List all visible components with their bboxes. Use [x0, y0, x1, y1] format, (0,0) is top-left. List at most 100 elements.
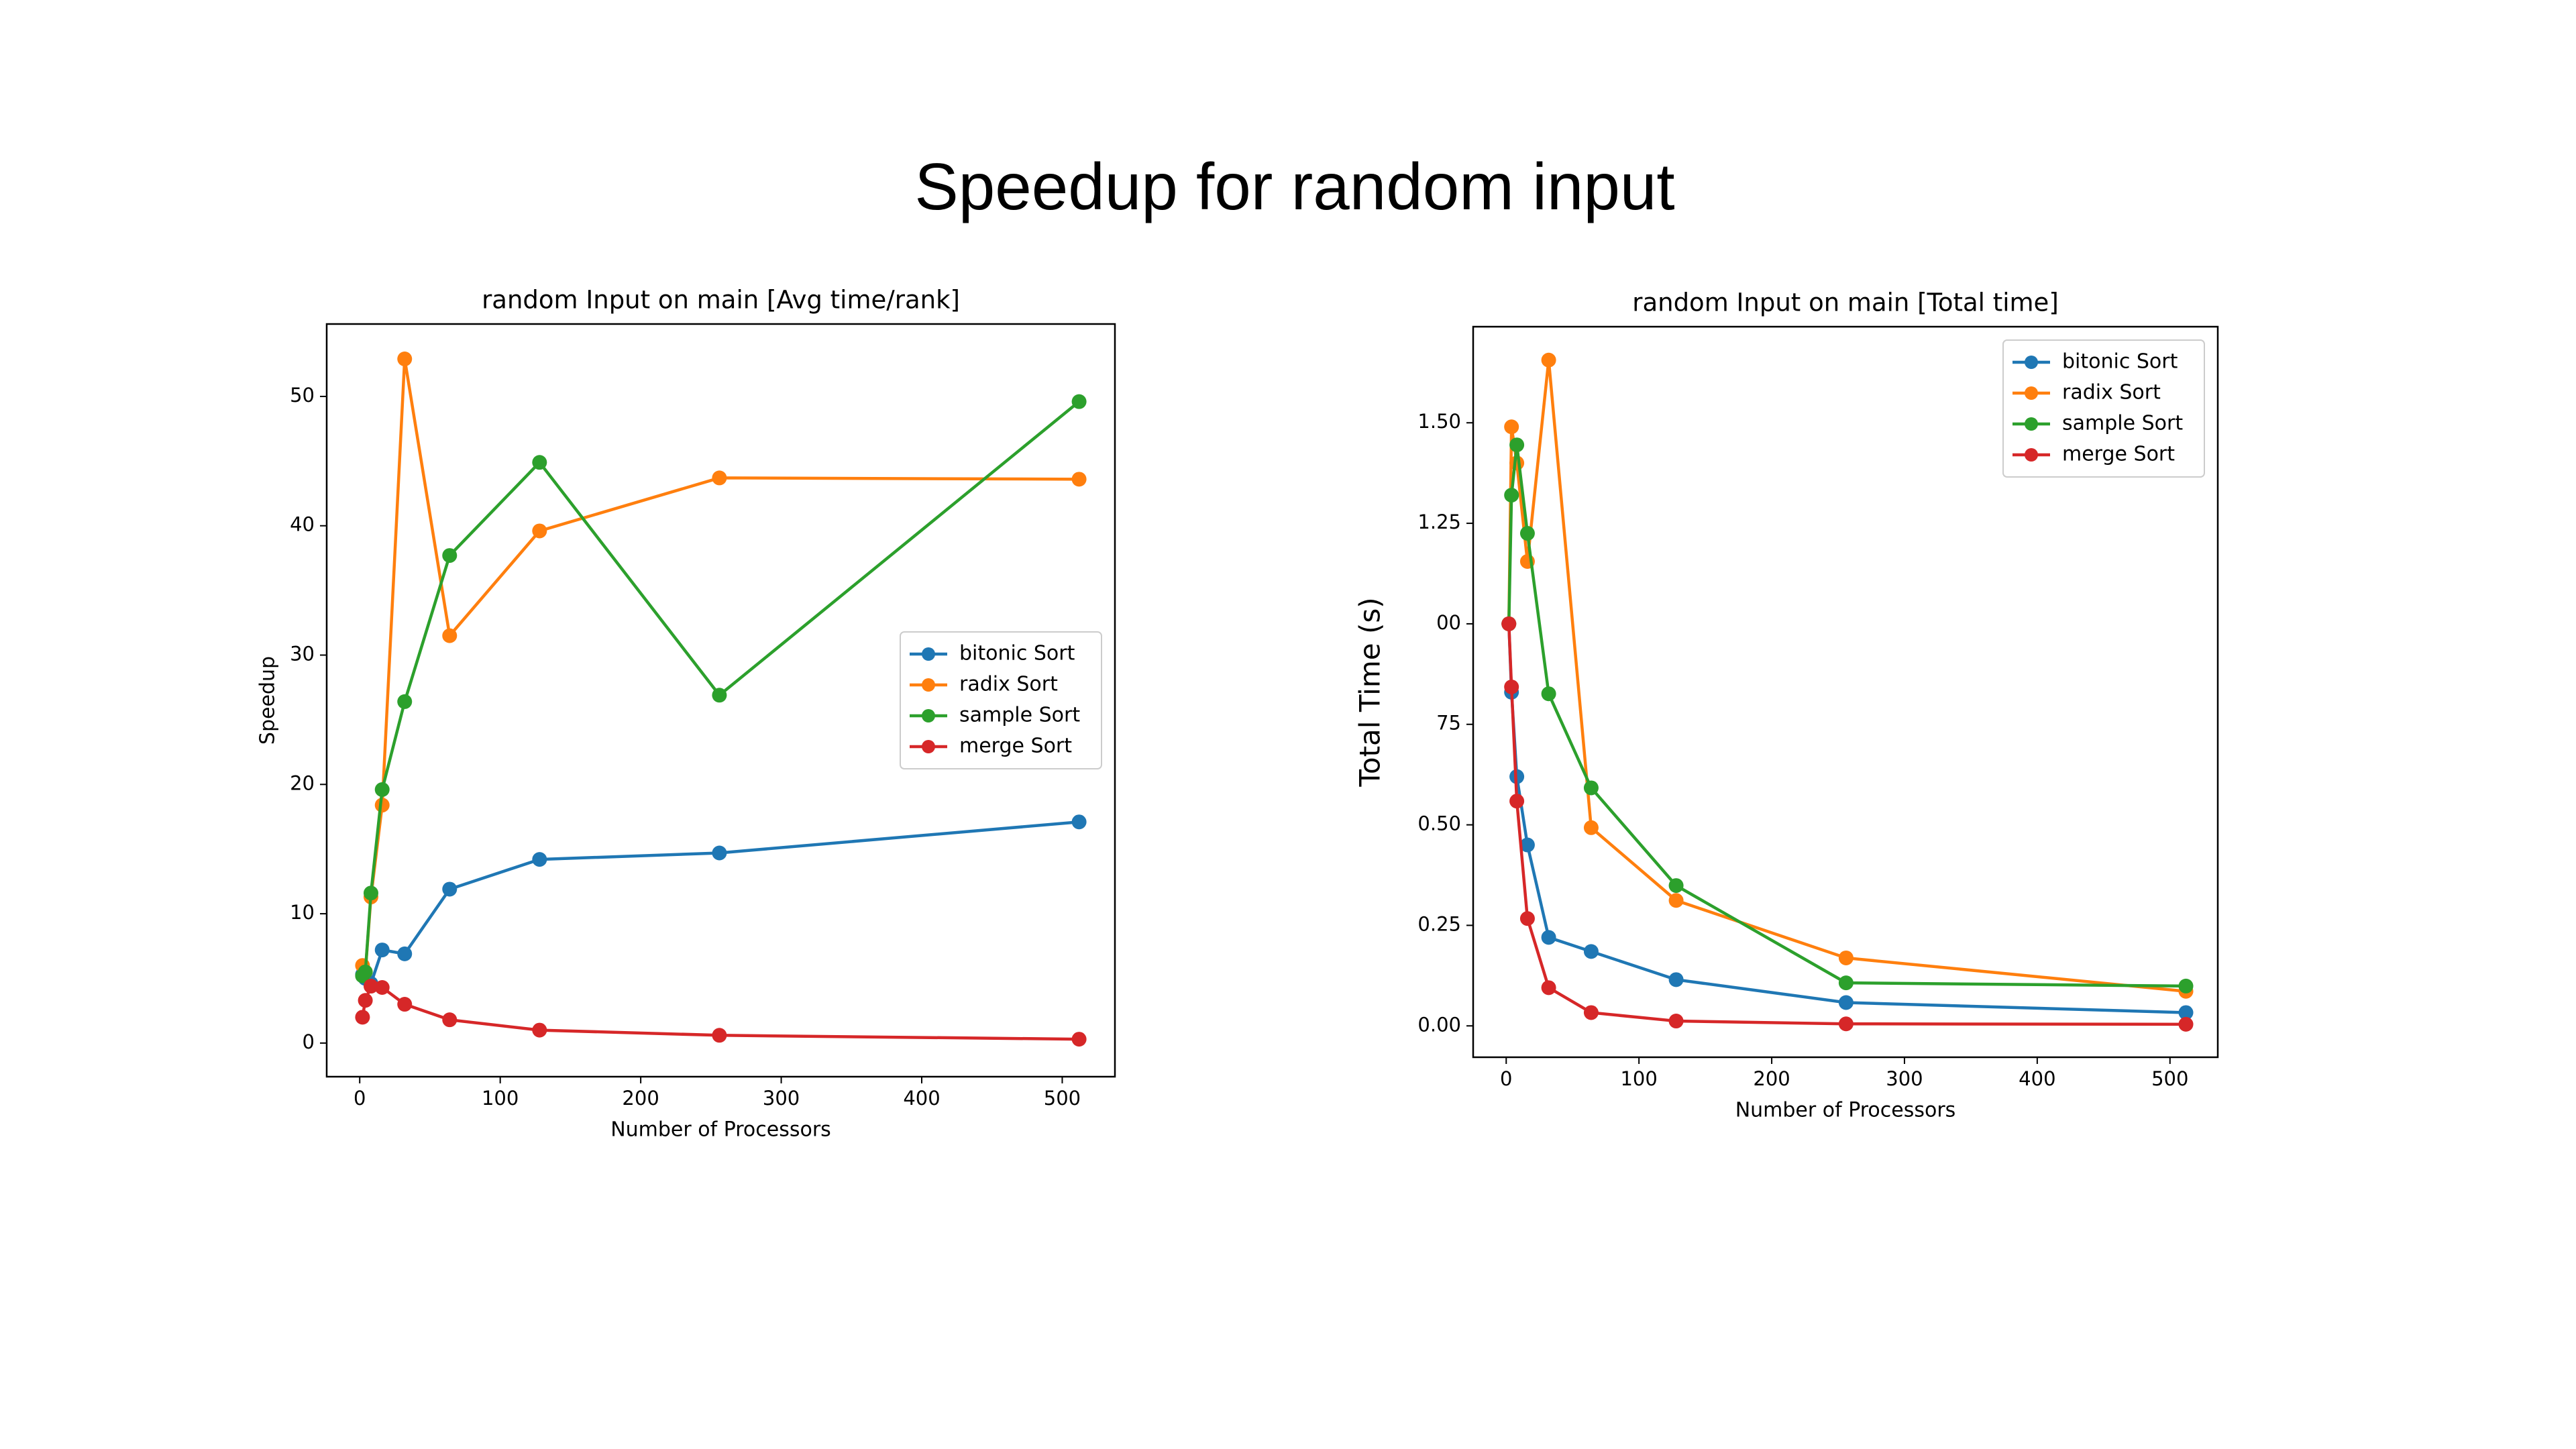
legend-box: [900, 631, 1102, 769]
x-tick-label: 500: [1044, 1087, 1081, 1110]
x-tick-label: 300: [763, 1087, 800, 1110]
y-axis-label: Total Time (s): [1354, 597, 1387, 787]
data-point: [712, 845, 727, 861]
data-point: [1541, 352, 1556, 368]
data-point: [1583, 1005, 1599, 1020]
data-point: [1504, 419, 1519, 435]
chart-title: random Input on main [Avg time/rank]: [482, 286, 960, 315]
data-point: [363, 885, 378, 901]
data-point: [363, 979, 378, 994]
data-point: [712, 1028, 727, 1043]
data-point: [1668, 878, 1684, 894]
data-point: [374, 943, 390, 958]
y-tick-label: 00: [1436, 611, 1461, 634]
legend-label: bitonic Sort: [959, 642, 1075, 665]
legend-marker: [2025, 386, 2038, 400]
data-point: [1071, 814, 1087, 830]
data-point: [1838, 950, 1854, 965]
legend-label: radix Sort: [2062, 381, 2161, 405]
data-point: [374, 798, 390, 813]
data-point: [532, 1022, 547, 1038]
legend-label: radix Sort: [959, 673, 1058, 696]
y-tick-label: 10: [290, 901, 315, 924]
x-tick-label: 500: [2151, 1067, 2188, 1090]
data-point: [442, 628, 458, 643]
data-point: [1501, 616, 1517, 631]
y-tick-label: 20: [290, 771, 315, 794]
data-point: [532, 455, 547, 470]
legend-marker: [2025, 356, 2038, 369]
legend-marker: [922, 709, 935, 722]
x-tick-label: 300: [1886, 1067, 1923, 1090]
data-point: [1504, 680, 1519, 695]
y-tick-label: 50: [290, 384, 315, 407]
x-tick-label: 400: [2019, 1067, 2055, 1090]
data-point: [397, 694, 413, 709]
legend: bitonic Sort radix Sort sample Sort merge S…: [2002, 339, 2205, 478]
x-tick-label: 400: [903, 1087, 940, 1110]
data-point: [1519, 526, 1535, 541]
y-tick-label: 1.25: [1417, 511, 1461, 533]
y-tick-label: 0.00: [1417, 1013, 1461, 1036]
chart: random Input on main [Avg time/rank]0 100…: [256, 286, 1116, 1142]
y-tick-label: 0: [303, 1030, 315, 1053]
data-point: [1519, 911, 1535, 926]
data-point: [1509, 794, 1525, 809]
data-point: [1509, 437, 1525, 453]
x-tick-label: 200: [1753, 1067, 1790, 1090]
y-tick-label: 0.50: [1417, 812, 1461, 835]
data-point: [374, 782, 390, 798]
data-point: [358, 964, 373, 979]
data-point: [2178, 1016, 2194, 1032]
data-point: [712, 688, 727, 703]
legend-marker: [2025, 417, 2038, 431]
y-tick-label: 40: [290, 513, 315, 536]
x-axis-label: Number of Processors: [1735, 1099, 1956, 1122]
legend-label: merge Sort: [2062, 443, 2175, 466]
data-point: [374, 979, 390, 995]
x-tick-label: 0: [1500, 1067, 1512, 1090]
data-point: [397, 946, 413, 961]
legend-label: sample Sort: [959, 704, 1080, 727]
legend-marker: [2025, 448, 2038, 462]
data-point: [1071, 394, 1087, 409]
data-point: [1838, 1016, 1854, 1032]
data-point: [397, 997, 413, 1012]
data-point: [2178, 1005, 2194, 1020]
legend-box: [2002, 339, 2205, 478]
data-point: [442, 548, 458, 564]
data-point: [1668, 893, 1684, 908]
data-point: [442, 1012, 458, 1028]
legend: bitonic Sort radix Sort sample Sort merge S…: [900, 631, 1102, 769]
data-point: [1583, 944, 1599, 959]
data-point: [1541, 930, 1556, 945]
y-tick-label: 30: [290, 643, 315, 665]
legend-marker: [922, 678, 935, 692]
x-tick-label: 200: [622, 1087, 659, 1110]
legend-marker: [922, 740, 935, 753]
y-tick-label: 0.25: [1417, 912, 1461, 935]
x-tick-label: 100: [482, 1087, 519, 1110]
data-point: [1071, 472, 1087, 487]
axes-frame: [1472, 325, 2219, 1059]
x-tick-label: 100: [1620, 1067, 1657, 1090]
data-point: [397, 352, 413, 367]
data-point: [1541, 686, 1556, 702]
data-point: [1583, 780, 1599, 796]
slide-title: Speedup for random input: [914, 150, 1674, 223]
data-point: [358, 993, 373, 1008]
legend-label: sample Sort: [2062, 412, 2183, 435]
data-point: [1504, 488, 1519, 503]
data-point: [2178, 978, 2194, 994]
data-point: [442, 881, 458, 897]
x-tick-label: 0: [354, 1087, 366, 1110]
data-point: [532, 852, 547, 867]
data-point: [1071, 1032, 1087, 1047]
plot-area: [355, 352, 1087, 1047]
legend-label: bitonic Sort: [2062, 350, 2178, 374]
data-point: [712, 470, 727, 486]
y-tick-label: 75: [1436, 712, 1461, 735]
data-point: [532, 523, 547, 539]
